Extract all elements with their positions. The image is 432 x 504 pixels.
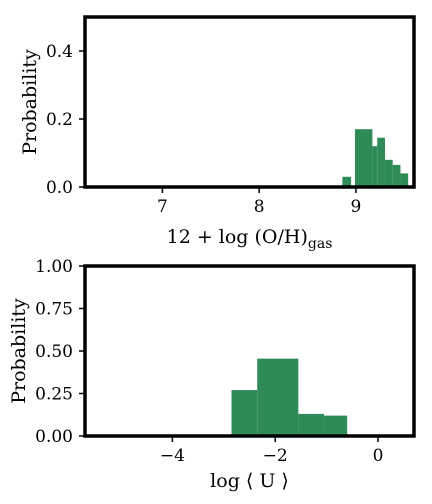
histogram-bar bbox=[298, 413, 325, 436]
histogram-bar bbox=[372, 146, 378, 187]
histogram-bar bbox=[257, 358, 299, 436]
histogram-bar bbox=[384, 159, 393, 187]
histogram-bar bbox=[392, 164, 401, 187]
top-x-axis-label: 12 + log (O/H)gas bbox=[167, 226, 333, 252]
y-tick-label: 0.50 bbox=[35, 342, 73, 362]
bottom-histogram-panel: −4 −2 0 0.00 0.25 0.50 0.75 1.00 Probability lo… bbox=[8, 257, 416, 492]
top-bars-group bbox=[342, 129, 409, 187]
x-tick-label: 7 bbox=[157, 197, 168, 217]
histogram-bar bbox=[377, 137, 385, 187]
y-tick-label: 0.0 bbox=[46, 178, 73, 198]
histogram-bar bbox=[354, 129, 373, 187]
y-tick-label: 1.00 bbox=[35, 257, 73, 277]
bottom-y-axis-label: Probability bbox=[8, 298, 30, 404]
histogram-bar bbox=[342, 176, 352, 187]
x-tick-label: 8 bbox=[254, 197, 265, 217]
top-histogram-panel: 7 8 9 0.0 0.2 0.4 Probability 12 + log (O/H)g… bbox=[19, 15, 416, 252]
y-tick-label: 0.2 bbox=[46, 110, 73, 130]
x-tick-label: 0 bbox=[373, 446, 384, 466]
top-x-axis-label-main: 12 + log (O/H) bbox=[167, 226, 308, 248]
x-tick-label: −2 bbox=[263, 446, 288, 466]
x-tick-label: −4 bbox=[160, 446, 185, 466]
top-x-axis-label-subscript: gas bbox=[308, 236, 333, 252]
histogram-bar bbox=[231, 390, 258, 436]
y-tick-label: 0.00 bbox=[35, 427, 73, 447]
top-y-axis-label: Probability bbox=[19, 49, 41, 155]
y-tick-label: 0.25 bbox=[35, 385, 73, 405]
top-plot-frame bbox=[83, 15, 416, 189]
y-tick-label: 0.75 bbox=[35, 300, 73, 320]
histogram-bar bbox=[400, 173, 409, 187]
y-tick-label: 0.4 bbox=[46, 42, 73, 62]
bottom-x-axis-label: log ⟨ U ⟩ bbox=[210, 470, 289, 492]
histogram-bar bbox=[324, 415, 348, 436]
x-tick-label: 9 bbox=[351, 197, 362, 217]
bottom-plot-frame bbox=[83, 264, 416, 438]
bottom-ticks-group: −4 −2 0 0.00 0.25 0.50 0.75 1.00 bbox=[35, 257, 383, 466]
bottom-bars-group bbox=[231, 358, 348, 436]
top-ticks-group: 7 8 9 0.0 0.2 0.4 bbox=[46, 42, 361, 217]
